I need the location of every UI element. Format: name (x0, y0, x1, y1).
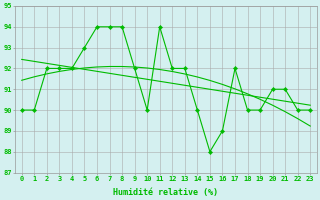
X-axis label: Humidité relative (%): Humidité relative (%) (114, 188, 219, 197)
